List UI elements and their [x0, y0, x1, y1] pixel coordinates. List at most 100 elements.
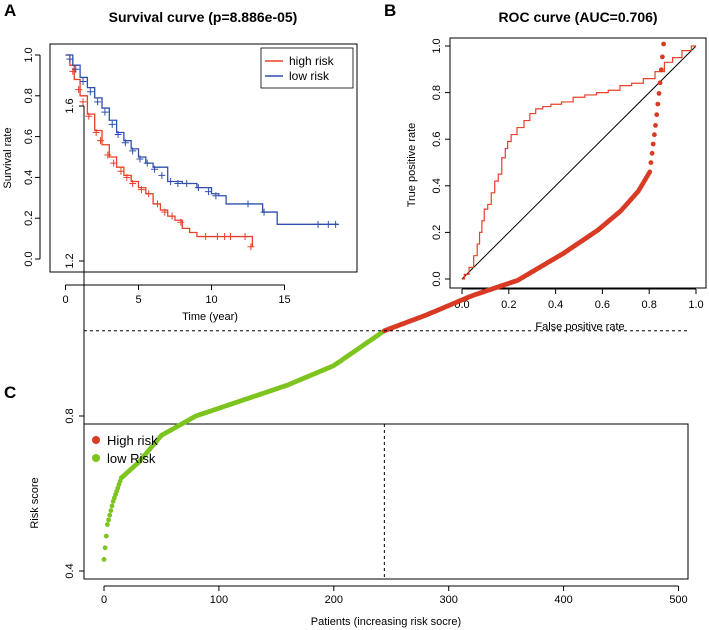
censor-mark-high-risk — [129, 180, 137, 188]
risk-point-high — [657, 80, 663, 86]
roc-axes: 0.0 0.2 0.4 0.6 0.8 1.00.00.20.40.60.81.0 — [431, 38, 704, 311]
roc-y-tick-label: 0.0 — [431, 271, 443, 286]
survival-x-tick-label: 0 — [62, 294, 68, 306]
panel-label-b: B — [384, 1, 396, 20]
censor-mark-low-risk — [158, 171, 166, 179]
roc-ylabel: True positive rate — [406, 123, 418, 208]
censor-mark-high-risk — [213, 233, 221, 241]
roc-x-tick-label: 0.6 — [595, 299, 610, 311]
panel-b: B ROC curve (AUC=0.706) False positive r… — [384, 1, 707, 333]
risk-point-low — [102, 545, 108, 551]
risk-point-low — [108, 508, 114, 513]
censor-mark-low-risk — [79, 78, 87, 86]
risk-point-low — [106, 517, 111, 523]
legend-dot-low-risk — [92, 454, 100, 462]
risk-point-low — [109, 503, 115, 509]
survival-y-tick-label: 0.0 — [23, 251, 35, 266]
survival-series — [65, 54, 340, 251]
risk-point-high — [648, 160, 654, 166]
legend-dot-high-risk — [92, 436, 100, 444]
censor-mark-high-risk — [177, 218, 185, 226]
panel-c: C Patients (increasing risk socre) Risk … — [4, 41, 689, 628]
censor-mark-low-risk — [194, 184, 202, 192]
risk-x-tick-label: 0 — [101, 594, 107, 606]
risk-point-low — [103, 533, 109, 539]
censor-mark-high-risk — [221, 233, 229, 241]
risk-point-low — [101, 557, 107, 562]
survival-y-tick-label: 0.8 — [23, 88, 35, 103]
km-curve-high-risk — [65, 54, 254, 247]
risk-point-high — [654, 112, 660, 118]
censor-mark-low-risk — [151, 165, 159, 173]
censor-mark-low-risk — [129, 147, 137, 155]
censor-mark-high-risk — [241, 233, 249, 241]
censor-mark-low-risk — [205, 188, 213, 196]
censor-mark-high-risk — [110, 159, 118, 167]
risk-y-tick-label: 0.4 — [64, 563, 76, 578]
censor-mark-high-risk — [247, 243, 255, 251]
censor-mark-low-risk — [86, 88, 94, 96]
risk-point-high — [653, 123, 658, 128]
censor-mark-high-risk — [153, 200, 161, 208]
censor-mark-high-risk — [75, 86, 83, 94]
censor-mark-high-risk — [79, 98, 87, 106]
roc-y-tick-label: 0.8 — [431, 85, 443, 100]
risk-x-tick-label: 200 — [325, 594, 343, 606]
risk-point-high — [652, 132, 657, 138]
roc-series — [461, 45, 697, 280]
risk-xlabel: Patients (increasing risk socre) — [311, 616, 461, 628]
survival-x-tick-label: 15 — [278, 294, 290, 306]
roc-curve — [462, 45, 696, 280]
risk-point-low — [107, 512, 113, 518]
censor-mark-high-risk — [97, 137, 105, 145]
legend-label-high-risk-c: High risk — [107, 433, 158, 448]
risk-x-tick-label: 400 — [554, 594, 572, 606]
censor-mark-high-risk — [123, 173, 131, 181]
risk-point-high — [647, 169, 653, 175]
roc-title: ROC curve (AUC=0.706) — [498, 9, 657, 25]
risk-point-high — [661, 41, 666, 47]
risk-y-tick-label: 0.8 — [64, 408, 76, 423]
risk-point-high — [649, 150, 655, 156]
survival-title: Survival curve (p=8.886e-05) — [109, 9, 298, 25]
risk-point-high — [656, 91, 662, 96]
roc-x-tick-label: 0.2 — [501, 299, 516, 311]
censor-mark-low-risk — [136, 155, 144, 163]
censor-mark-low-risk — [244, 200, 252, 208]
survival-y-tick-label: 1.0 — [23, 47, 35, 62]
censor-mark-high-risk — [202, 233, 210, 241]
censor-mark-low-risk — [174, 180, 182, 188]
censor-mark-low-risk — [260, 208, 268, 216]
censor-mark-low-risk — [108, 120, 116, 128]
risk-x-tick-label: 100 — [210, 594, 228, 606]
survival-xlabel: Time (year) — [182, 311, 238, 323]
roc-x-tick-label: 0.8 — [642, 299, 657, 311]
risk-legend: High risk low Risk — [92, 433, 158, 466]
risk-y-tick-label: 1.2 — [64, 253, 76, 268]
survival-y-tick-label: 0.2 — [23, 211, 35, 226]
roc-chance-line — [461, 45, 697, 280]
roc-xlabel: False positive rate — [535, 321, 624, 333]
survival-ylabel: Survival rate — [2, 127, 14, 188]
panel-label-c: C — [4, 383, 16, 402]
survival-plot-box — [49, 43, 358, 273]
censor-mark-low-risk — [114, 131, 122, 139]
censor-mark-high-risk — [104, 151, 112, 159]
censor-mark-low-risk — [183, 180, 191, 188]
censor-mark-high-risk — [145, 190, 153, 198]
survival-y-tick-label: 0.4 — [23, 170, 35, 185]
censor-mark-low-risk — [324, 220, 332, 228]
censor-mark-low-risk — [72, 65, 80, 73]
roc-y-tick-label: 0.2 — [431, 225, 443, 240]
censor-mark-high-risk — [85, 112, 93, 120]
legend-label-low-risk-c: low Risk — [107, 451, 156, 466]
risk-x-tick-label: 300 — [440, 594, 458, 606]
censor-mark-low-risk — [121, 139, 129, 147]
censor-mark-high-risk — [137, 186, 145, 194]
risk-series — [84, 41, 688, 579]
censor-mark-low-risk — [314, 220, 322, 228]
survival-x-tick-label: 5 — [135, 294, 141, 306]
roc-y-tick-label: 1.0 — [431, 38, 443, 53]
